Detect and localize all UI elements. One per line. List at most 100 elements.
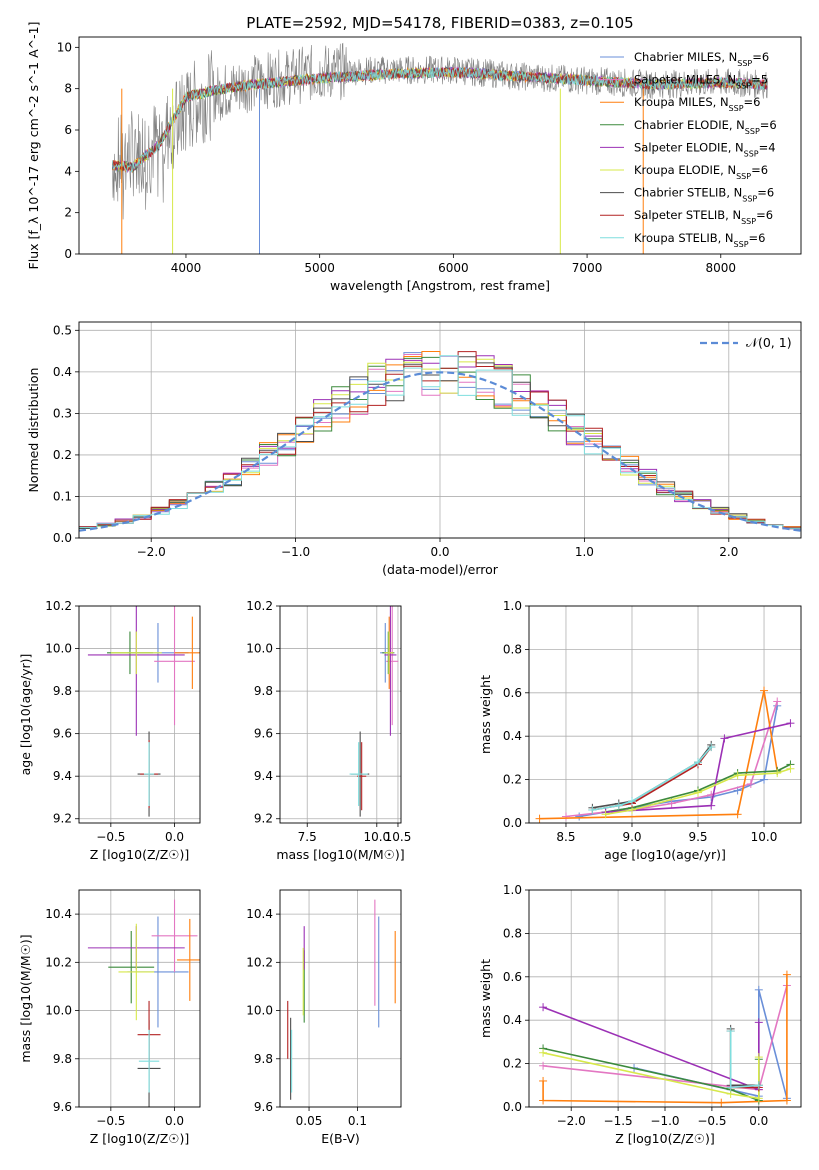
y-tick-label: 6 bbox=[64, 123, 72, 137]
legend-nssp: =6 bbox=[756, 208, 773, 222]
x-tick-label: −1.0 bbox=[281, 545, 310, 559]
legend-subscript: SSP bbox=[736, 81, 751, 90]
y-axis-label: mass weight bbox=[478, 959, 493, 1038]
x-axis-label: Z [log10(Z/Z☉)] bbox=[615, 1131, 715, 1146]
x-axis-label: Z [log10(Z/Z☉)] bbox=[90, 847, 190, 862]
x-tick-label: 7.5 bbox=[298, 830, 317, 844]
y-tick-label: 0.0 bbox=[503, 1100, 522, 1114]
x-axis-label: E(B-V) bbox=[321, 1131, 360, 1146]
y-tick-label: 0.3 bbox=[53, 406, 72, 420]
y-tick-label: 4 bbox=[64, 164, 72, 178]
x-tick-label: 0.0 bbox=[165, 1114, 184, 1128]
legend-subscript: SSP bbox=[729, 104, 744, 113]
y-tick-label: 1.0 bbox=[503, 599, 522, 613]
y-tick-label: 10.0 bbox=[45, 642, 72, 656]
y-tick-label: 0.6 bbox=[503, 970, 522, 984]
x-tick-label: 0.1 bbox=[348, 1114, 367, 1128]
x-tick-label: −0.5 bbox=[697, 1114, 726, 1128]
weight-line bbox=[579, 705, 778, 818]
weight-line bbox=[539, 690, 778, 820]
x-tick-label: 4000 bbox=[171, 261, 202, 275]
x-tick-label: 10.5 bbox=[385, 830, 412, 844]
y-tick-label: 0.4 bbox=[53, 365, 72, 379]
y-tick-label: 10.2 bbox=[45, 599, 72, 613]
legend-nssp: =5 bbox=[751, 73, 768, 87]
y-tick-label: 9.6 bbox=[254, 1100, 273, 1114]
y-tick-label: 8 bbox=[64, 82, 72, 96]
legend-nssp: =6 bbox=[749, 231, 766, 245]
y-tick-label: 10.0 bbox=[246, 642, 273, 656]
legend-subscript: SSP bbox=[744, 149, 759, 158]
y-tick-label: 0.2 bbox=[503, 1057, 522, 1071]
y-tick-label: 9.2 bbox=[53, 812, 72, 826]
y-tick-label: 0.8 bbox=[503, 926, 522, 940]
x-tick-label: 10.0 bbox=[751, 830, 778, 844]
y-tick-label: 0.8 bbox=[503, 642, 522, 656]
y-tick-label: 9.6 bbox=[254, 727, 273, 741]
weight-line bbox=[729, 1031, 759, 1089]
x-tick-label: 6000 bbox=[438, 261, 469, 275]
figure-title: PLATE=2592, MJD=54178, FIBERID=0383, z=0… bbox=[246, 14, 633, 32]
x-tick-label: 5000 bbox=[304, 261, 335, 275]
x-tick-label: 0.0 bbox=[749, 1114, 768, 1128]
x-tick-label: 0.0 bbox=[430, 545, 449, 559]
y-tick-label: 0.0 bbox=[503, 816, 522, 830]
axes-frame bbox=[279, 605, 402, 824]
y-tick-label: 0.0 bbox=[53, 531, 72, 545]
y-tick-label: 0.2 bbox=[503, 773, 522, 787]
x-tick-label: 1.0 bbox=[575, 545, 594, 559]
x-tick-label: 9.5 bbox=[688, 830, 707, 844]
y-tick-label: 9.6 bbox=[53, 727, 72, 741]
x-tick-label: −2.0 bbox=[137, 545, 166, 559]
legend-subscript: SSP bbox=[742, 194, 757, 203]
x-axis-label: mass [log10(M/M☉)] bbox=[276, 847, 404, 862]
legend-label: Chabrier ELODIE, NSSP=6 bbox=[634, 118, 777, 136]
spectrum-model-line bbox=[111, 66, 768, 172]
weight-line bbox=[542, 1052, 760, 1100]
y-tick-label: 0 bbox=[64, 247, 72, 261]
y-tick-label: 10.4 bbox=[246, 907, 273, 921]
gaussian-curve bbox=[79, 371, 801, 532]
y-tick-label: 9.8 bbox=[53, 684, 72, 698]
y-tick-label: 0.4 bbox=[503, 729, 522, 743]
y-tick-label: 9.4 bbox=[254, 769, 273, 783]
y-tick-label: 0.5 bbox=[53, 323, 72, 337]
x-axis-label: wavelength [Angstrom, rest frame] bbox=[330, 278, 550, 293]
weight-line bbox=[605, 768, 791, 816]
axes-frame bbox=[78, 605, 201, 824]
weight-line bbox=[605, 722, 791, 813]
x-tick-label: −0.5 bbox=[96, 1114, 125, 1128]
legend-label: Kroupa ELODIE, NSSP=6 bbox=[634, 163, 768, 181]
weight-line bbox=[592, 746, 712, 811]
y-axis-label: mass [log10(M/M☉)] bbox=[18, 934, 33, 1062]
y-tick-label: 10.2 bbox=[45, 955, 72, 969]
x-tick-label: 9.0 bbox=[622, 830, 641, 844]
legend-subscript: SSP bbox=[734, 239, 749, 248]
weight-line bbox=[633, 989, 788, 1099]
y-tick-label: 0.1 bbox=[53, 489, 72, 503]
x-tick-label: −1.5 bbox=[604, 1114, 633, 1128]
legend-label: Chabrier STELIB, NSSP=6 bbox=[634, 186, 774, 204]
chart-layer: 4000 5000 6000 7000 8000 0 2 4 6 8 10 wavelength [A… bbox=[18, 22, 802, 1146]
y-tick-label: 0.4 bbox=[503, 1013, 522, 1027]
y-tick-label: 10.4 bbox=[45, 907, 72, 921]
x-tick-label: 0.0 bbox=[165, 830, 184, 844]
y-tick-label: 10.0 bbox=[246, 1004, 273, 1018]
legend-nssp: =6 bbox=[760, 118, 777, 132]
y-tick-label: 9.8 bbox=[53, 1052, 72, 1066]
y-tick-label: 0.6 bbox=[503, 686, 522, 700]
y-tick-label: 1.0 bbox=[503, 883, 522, 897]
weight-line bbox=[592, 746, 712, 811]
x-tick-label: 0.05 bbox=[296, 1114, 323, 1128]
axes-frame bbox=[279, 889, 402, 1108]
spectrum-model-line bbox=[111, 66, 768, 173]
axes-frame bbox=[528, 605, 802, 824]
x-axis-label: age [log10(age/yr)] bbox=[604, 847, 726, 862]
y-tick-label: 9.8 bbox=[254, 684, 273, 698]
x-tick-label: 7000 bbox=[572, 261, 603, 275]
legend-nssp: =6 bbox=[752, 50, 769, 64]
y-tick-label: 2 bbox=[64, 206, 72, 220]
legend-subscript: SSP bbox=[736, 172, 751, 181]
x-tick-label: −1.0 bbox=[650, 1114, 679, 1128]
y-axis-label: mass weight bbox=[478, 675, 493, 754]
